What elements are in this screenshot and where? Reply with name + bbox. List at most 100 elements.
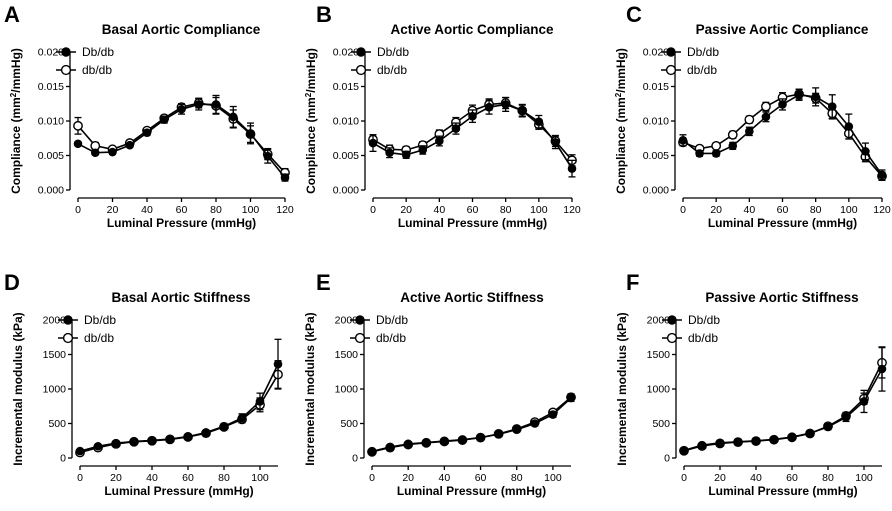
- legend-marker: [355, 64, 367, 76]
- data-point: [728, 141, 738, 151]
- x-tick-label: 60: [182, 472, 194, 484]
- x-tick-label: 40: [433, 204, 445, 216]
- x-axis-label: Luminal Pressure (mmHg): [708, 216, 857, 230]
- x-tick-label: 0: [75, 204, 81, 216]
- legend-entry: db/db: [351, 63, 407, 77]
- data-point: [727, 129, 738, 140]
- y-tick-label: 0: [352, 453, 358, 465]
- x-tick-label: 40: [750, 472, 762, 484]
- data-point: [551, 138, 560, 147]
- data-point: [458, 435, 467, 445]
- legend-label: db/db: [84, 331, 114, 345]
- data-point: [476, 433, 485, 442]
- x-axis-label: Luminal Pressure (mmHg): [398, 216, 547, 230]
- data-point: [385, 442, 395, 452]
- data-point: [877, 364, 887, 374]
- data-point: [530, 419, 540, 428]
- x-tick-label: 120: [873, 204, 891, 216]
- panel-letter: C: [626, 2, 642, 27]
- data-point: [451, 124, 461, 133]
- x-tick-label: 20: [402, 472, 414, 484]
- y-tick-label: 0.005: [38, 150, 64, 162]
- series-Db-db: [367, 393, 576, 456]
- data-point: [859, 397, 869, 406]
- panel-title: Passive Aortic Compliance: [696, 22, 869, 37]
- x-axis-label: Luminal Pressure (mmHg): [397, 484, 546, 498]
- data-point: [418, 145, 428, 155]
- x-tick-label: 100: [855, 472, 873, 484]
- y-tick-label: 0.010: [643, 116, 669, 128]
- data-point: [367, 447, 377, 456]
- data-point: [385, 148, 394, 158]
- y-tick-label: 2000: [43, 315, 67, 327]
- series-Db-db: [73, 94, 290, 182]
- data-point: [93, 441, 103, 451]
- data-point: [484, 102, 494, 112]
- data-point: [844, 122, 854, 131]
- data-point: [823, 422, 833, 432]
- data-point: [811, 92, 820, 102]
- legend-entry: Db/db: [662, 313, 720, 327]
- x-tick-label: 60: [467, 204, 479, 216]
- x-tick-label: 40: [141, 204, 153, 216]
- data-point: [73, 139, 83, 149]
- data-point: [159, 115, 169, 124]
- panel-letter: A: [4, 2, 20, 27]
- series-db-db: [367, 392, 576, 457]
- panel-letter: D: [4, 270, 20, 295]
- data-point: [435, 136, 444, 146]
- legend-marker: [61, 47, 71, 57]
- data-point: [228, 112, 238, 122]
- data-point: [805, 428, 815, 438]
- data-point: [794, 90, 804, 100]
- x-tick-label: 100: [544, 472, 562, 484]
- x-tick-label: 0: [681, 472, 687, 484]
- x-tick-label: 80: [511, 472, 523, 484]
- legend-label: db/db: [376, 331, 406, 345]
- legend-marker: [62, 332, 74, 344]
- y-tick-label: 2000: [647, 315, 671, 327]
- y-tick-label: 0.000: [333, 185, 359, 197]
- panel-title: Active Aortic Stiffness: [400, 290, 544, 305]
- y-axis-label: Compliance (mm2/mmHg): [9, 48, 24, 194]
- y-tick-label: 1000: [43, 384, 67, 396]
- legend-label: Db/db: [687, 45, 719, 59]
- y-tick-label: 0.020: [643, 47, 669, 59]
- series-Db-db: [368, 96, 577, 178]
- x-tick-label: 80: [210, 204, 222, 216]
- legend-marker: [63, 315, 73, 325]
- legend-entry: Db/db: [56, 45, 114, 59]
- legend-label: Db/db: [688, 313, 720, 327]
- y-axis-label: Compliance (mm2/mmHg): [614, 48, 629, 194]
- legend-entry: Db/db: [661, 45, 719, 59]
- x-tick-label: 80: [218, 472, 230, 484]
- legend-marker: [667, 315, 677, 325]
- panel-title: Basal Aortic Stiffness: [111, 290, 250, 305]
- data-point: [679, 446, 689, 455]
- legend-label: db/db: [82, 63, 112, 77]
- data-point: [711, 149, 721, 158]
- y-tick-label: 1500: [43, 349, 67, 361]
- legend-entry: db/db: [662, 331, 718, 345]
- data-point: [125, 140, 135, 150]
- panel-c: C Passive Aortic Compliance 0.000 0.005 0.01…: [614, 2, 891, 230]
- y-tick-label: 500: [340, 418, 358, 430]
- panel-a: A Basal Aortic Compliance 0.000 0.005 0.010 0…: [4, 2, 294, 230]
- x-tick-label: 20: [107, 204, 119, 216]
- panel-letter: B: [316, 2, 332, 27]
- legend-marker: [356, 47, 366, 57]
- data-point: [273, 359, 283, 369]
- y-axis-label: Incremental modulus (kPa): [303, 312, 317, 465]
- x-tick-label: 100: [242, 204, 260, 216]
- x-tick-label: 40: [146, 472, 158, 484]
- series-Db-db: [679, 346, 887, 455]
- x-tick-label: 60: [176, 204, 188, 216]
- series-db-db: [368, 96, 577, 167]
- x-tick-label: 100: [530, 204, 548, 216]
- data-point: [494, 429, 503, 439]
- data-point: [697, 440, 707, 450]
- data-point: [219, 421, 229, 431]
- data-point: [787, 432, 797, 442]
